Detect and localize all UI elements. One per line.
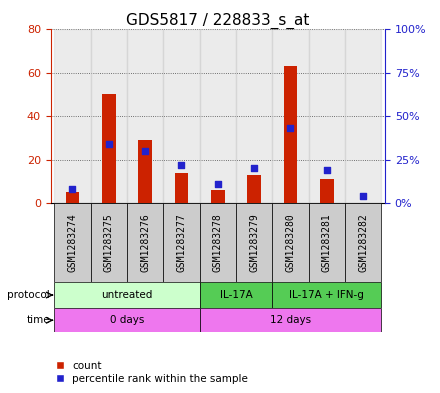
Text: GSM1283276: GSM1283276 — [140, 213, 150, 272]
Text: protocol: protocol — [7, 290, 50, 300]
Text: untreated: untreated — [101, 290, 153, 300]
Bar — [200, 309, 381, 332]
Legend: count, percentile rank within the sample: count, percentile rank within the sample — [56, 361, 248, 384]
Bar — [175, 173, 188, 203]
Bar — [236, 203, 272, 282]
Bar — [309, 29, 345, 203]
Bar — [345, 29, 381, 203]
Text: GSM1283280: GSM1283280 — [286, 213, 296, 272]
Text: time: time — [26, 315, 50, 325]
Bar — [247, 174, 261, 203]
Bar — [163, 29, 200, 203]
Bar — [91, 29, 127, 203]
Bar — [54, 203, 91, 282]
Point — [69, 186, 76, 192]
Text: IL-17A: IL-17A — [220, 290, 253, 300]
Bar — [345, 203, 381, 282]
Text: GSM1283281: GSM1283281 — [322, 213, 332, 272]
Point — [142, 148, 149, 154]
Bar — [163, 203, 200, 282]
Bar — [200, 282, 272, 309]
Bar — [127, 203, 163, 282]
Text: 0 days: 0 days — [110, 315, 144, 325]
Text: GSM1283277: GSM1283277 — [176, 213, 187, 272]
Text: GSM1283278: GSM1283278 — [213, 213, 223, 272]
Point — [214, 181, 221, 187]
Text: GSM1283282: GSM1283282 — [358, 213, 368, 272]
Bar — [211, 190, 225, 203]
Point — [359, 193, 367, 199]
Text: GSM1283274: GSM1283274 — [67, 213, 77, 272]
Text: 12 days: 12 days — [270, 315, 311, 325]
Point — [287, 125, 294, 131]
Bar — [200, 203, 236, 282]
Point — [323, 167, 330, 173]
Bar — [127, 29, 163, 203]
Bar — [138, 140, 152, 203]
Text: IL-17A + IFN-g: IL-17A + IFN-g — [290, 290, 364, 300]
Bar — [54, 282, 200, 309]
Bar — [54, 29, 91, 203]
Point — [251, 165, 258, 171]
Bar — [284, 66, 297, 203]
Point — [105, 141, 112, 147]
Bar — [200, 29, 236, 203]
Bar — [320, 179, 334, 203]
Bar — [54, 309, 200, 332]
Bar — [102, 94, 116, 203]
Bar — [309, 203, 345, 282]
Title: GDS5817 / 228833_s_at: GDS5817 / 228833_s_at — [126, 13, 309, 29]
Point — [178, 162, 185, 168]
Bar — [66, 192, 79, 203]
Bar — [91, 203, 127, 282]
Bar — [236, 29, 272, 203]
Bar — [272, 282, 381, 309]
Text: GSM1283279: GSM1283279 — [249, 213, 259, 272]
Bar — [272, 203, 309, 282]
Bar — [272, 29, 309, 203]
Text: GSM1283275: GSM1283275 — [104, 213, 114, 272]
